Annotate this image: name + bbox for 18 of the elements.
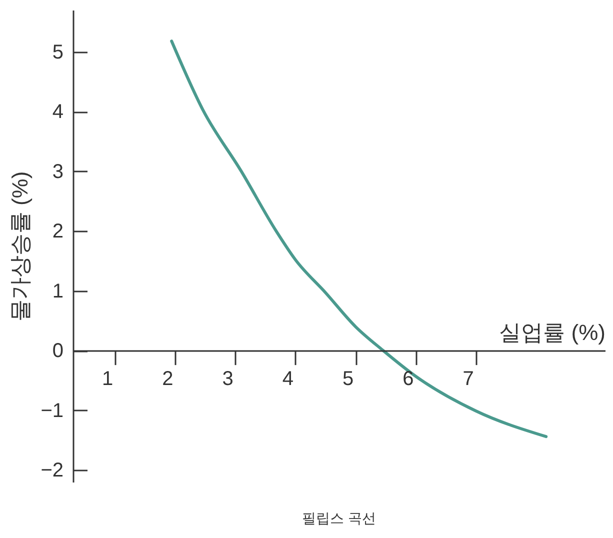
x-axis-title: 실업률 (%) bbox=[499, 320, 606, 346]
y-tick-label: −1 bbox=[40, 400, 64, 422]
y-tick-label: 0 bbox=[52, 340, 64, 362]
x-tick-label: 1 bbox=[102, 368, 114, 390]
x-tick-label: 3 bbox=[222, 368, 234, 390]
y-tick-label: 1 bbox=[52, 280, 64, 302]
x-tick-label: 7 bbox=[462, 368, 474, 390]
y-tick-label: 2 bbox=[52, 220, 64, 243]
x-tick-label: 5 bbox=[342, 368, 354, 390]
x-tick-label: 2 bbox=[162, 368, 174, 390]
y-axis-title: 물가상승률 (%) bbox=[8, 171, 33, 322]
text: 필립스 곡선 bbox=[302, 510, 376, 526]
x-tick-label: 6 bbox=[402, 368, 414, 390]
y-tick-label: 5 bbox=[52, 41, 64, 64]
y-tick-label: 3 bbox=[52, 160, 64, 183]
x-tick-label: 4 bbox=[282, 368, 294, 390]
y-tick-label: −2 bbox=[40, 460, 64, 482]
y-tick-label: 4 bbox=[52, 101, 64, 124]
